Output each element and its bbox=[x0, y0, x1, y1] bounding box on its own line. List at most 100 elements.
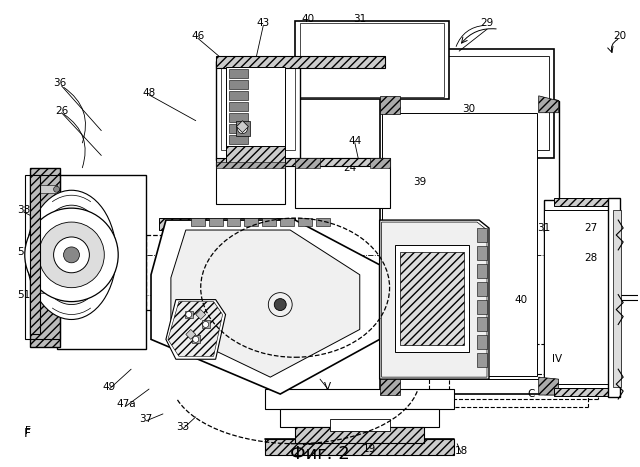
Polygon shape bbox=[316, 218, 330, 226]
Text: 36: 36 bbox=[53, 78, 66, 88]
Bar bbox=[228, 69, 248, 78]
Text: 19: 19 bbox=[363, 444, 376, 454]
Text: C: C bbox=[527, 389, 534, 399]
Bar bbox=[608, 198, 620, 397]
Bar bbox=[216, 56, 385, 68]
Polygon shape bbox=[32, 185, 56, 193]
Bar bbox=[216, 61, 300, 161]
Text: 29: 29 bbox=[481, 18, 493, 28]
Text: V: V bbox=[324, 382, 332, 392]
Polygon shape bbox=[539, 377, 559, 395]
Ellipse shape bbox=[36, 205, 106, 304]
Text: F: F bbox=[24, 427, 31, 440]
Circle shape bbox=[63, 247, 79, 263]
Bar bbox=[216, 163, 285, 204]
Text: VI: VI bbox=[297, 227, 307, 237]
Text: 30: 30 bbox=[463, 104, 476, 114]
Text: 41: 41 bbox=[461, 340, 474, 349]
Circle shape bbox=[193, 336, 199, 342]
Bar bbox=[228, 113, 248, 122]
Bar bbox=[29, 175, 40, 334]
Bar bbox=[25, 175, 60, 340]
Polygon shape bbox=[151, 220, 380, 394]
Text: 40: 40 bbox=[514, 295, 527, 304]
Polygon shape bbox=[166, 300, 225, 359]
Bar bbox=[29, 169, 60, 347]
Text: 34: 34 bbox=[271, 384, 285, 394]
Text: 43: 43 bbox=[257, 18, 270, 28]
Bar bbox=[300, 23, 444, 97]
Text: F: F bbox=[25, 426, 31, 436]
Bar bbox=[202, 320, 210, 328]
Bar bbox=[56, 175, 146, 349]
Bar bbox=[613, 210, 621, 387]
Bar bbox=[216, 158, 385, 166]
Circle shape bbox=[54, 237, 90, 273]
Bar bbox=[390, 56, 548, 150]
Bar bbox=[192, 335, 200, 343]
Text: 47b: 47b bbox=[232, 227, 252, 237]
Text: 26: 26 bbox=[55, 106, 68, 116]
Bar bbox=[554, 198, 613, 206]
Bar bbox=[225, 146, 285, 165]
Polygon shape bbox=[295, 158, 320, 169]
Bar bbox=[381, 113, 537, 376]
Polygon shape bbox=[262, 218, 276, 226]
Bar bbox=[295, 427, 424, 443]
Bar bbox=[228, 80, 248, 89]
Polygon shape bbox=[298, 218, 312, 226]
Polygon shape bbox=[216, 163, 285, 169]
Text: 51: 51 bbox=[17, 247, 30, 257]
Bar bbox=[330, 419, 390, 431]
Text: 39: 39 bbox=[413, 177, 426, 187]
Bar bbox=[280, 409, 439, 427]
Text: 51: 51 bbox=[17, 290, 30, 300]
Polygon shape bbox=[380, 377, 399, 395]
Text: 47a: 47a bbox=[116, 399, 136, 409]
Bar bbox=[399, 252, 464, 345]
Text: 37: 37 bbox=[140, 414, 153, 424]
Polygon shape bbox=[477, 264, 487, 278]
Text: 31: 31 bbox=[537, 223, 550, 233]
Bar bbox=[543, 200, 618, 394]
Text: 20: 20 bbox=[614, 31, 627, 41]
Polygon shape bbox=[380, 220, 489, 379]
Circle shape bbox=[203, 321, 209, 327]
Bar bbox=[228, 91, 248, 100]
Circle shape bbox=[237, 124, 248, 134]
Bar bbox=[394, 245, 469, 352]
Ellipse shape bbox=[49, 223, 94, 287]
Circle shape bbox=[54, 236, 60, 242]
Polygon shape bbox=[370, 158, 390, 169]
Polygon shape bbox=[186, 329, 196, 340]
Text: 49: 49 bbox=[102, 382, 116, 392]
Polygon shape bbox=[477, 335, 487, 349]
Polygon shape bbox=[196, 310, 205, 319]
Text: 40: 40 bbox=[301, 14, 315, 24]
Polygon shape bbox=[266, 439, 454, 455]
Polygon shape bbox=[477, 353, 487, 367]
Bar bbox=[543, 210, 613, 384]
Bar bbox=[221, 66, 295, 150]
Polygon shape bbox=[168, 302, 223, 356]
Polygon shape bbox=[477, 228, 487, 242]
Bar bbox=[236, 120, 250, 135]
Bar bbox=[295, 21, 449, 99]
Bar bbox=[225, 67, 285, 151]
Polygon shape bbox=[171, 230, 360, 377]
Polygon shape bbox=[209, 218, 223, 226]
Polygon shape bbox=[237, 120, 248, 133]
Bar bbox=[554, 388, 613, 396]
Text: 18: 18 bbox=[454, 446, 468, 456]
Polygon shape bbox=[244, 218, 259, 226]
Polygon shape bbox=[539, 96, 559, 113]
Ellipse shape bbox=[27, 190, 116, 319]
Text: 24: 24 bbox=[343, 163, 356, 173]
Circle shape bbox=[186, 311, 192, 318]
Circle shape bbox=[54, 286, 60, 292]
Text: 27: 27 bbox=[584, 223, 597, 233]
Text: IV: IV bbox=[552, 354, 562, 364]
Polygon shape bbox=[191, 218, 205, 226]
Bar bbox=[228, 102, 248, 111]
Text: 38: 38 bbox=[17, 205, 30, 215]
